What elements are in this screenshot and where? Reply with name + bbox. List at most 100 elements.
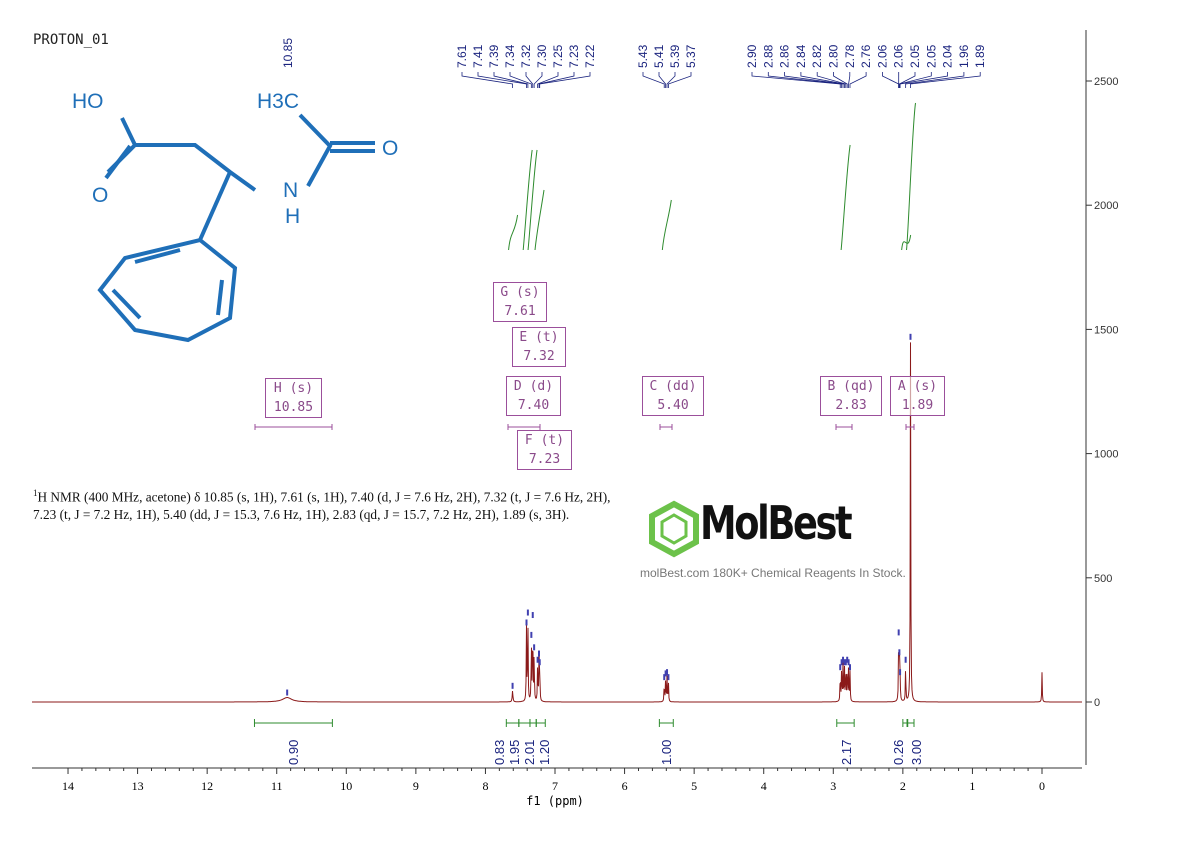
peak-label-connector xyxy=(849,72,867,88)
integral-value: 1.20 xyxy=(537,740,552,765)
integral-curve xyxy=(901,234,912,251)
x-tick-label: 2 xyxy=(900,779,906,793)
x-tick-label: 14 xyxy=(62,779,74,793)
y-tick-label: 1000 xyxy=(1094,449,1118,461)
spectrum-line xyxy=(32,342,1082,703)
peak-label: 1.96 xyxy=(957,44,971,68)
multiplet-box-D: D (d) 7.40 xyxy=(506,376,561,416)
peak-label-connector xyxy=(898,72,932,88)
peak-label-connector xyxy=(642,72,665,88)
integral-curve xyxy=(527,149,538,251)
x-tick-label: 13 xyxy=(132,779,144,793)
peak-label-connector xyxy=(493,72,529,88)
peak-label: 2.06 xyxy=(892,44,906,68)
peak-label-connector xyxy=(784,72,844,88)
multiplet-box-H: H (s) 10.85 xyxy=(265,378,322,418)
peak-label-connector xyxy=(537,72,559,88)
peak-label-connector xyxy=(539,72,591,88)
x-tick-label: 11 xyxy=(271,779,283,793)
atom-label: O xyxy=(92,184,108,207)
peak-label: 2.06 xyxy=(875,44,889,68)
atom-label: HO xyxy=(72,90,104,113)
peak-label-connector xyxy=(767,72,843,88)
peak-label: 7.25 xyxy=(551,44,565,68)
peak-label: 7.39 xyxy=(487,44,501,68)
integral-value: 0.90 xyxy=(286,740,301,765)
peak-label-connector xyxy=(525,72,534,88)
peak-label: 2.88 xyxy=(761,44,775,68)
x-tick-label: 8 xyxy=(482,779,488,793)
integral-curve xyxy=(840,144,851,251)
peak-label: 1.89 xyxy=(973,44,987,68)
peak-label-connector xyxy=(538,72,575,88)
integral-value: 0.83 xyxy=(492,740,507,765)
nmr-description: 1H NMR (400 MHz, acetone) δ 10.85 (s, 1H… xyxy=(33,488,611,523)
atom-label: N xyxy=(283,179,298,202)
integral-curve xyxy=(508,214,519,251)
peak-label: 2.05 xyxy=(908,44,922,68)
atom-label: H xyxy=(285,205,300,228)
peak-label: 7.23 xyxy=(567,44,581,68)
multiplet-box-B: B (qd) 2.83 xyxy=(820,376,882,416)
peak-label: 5.37 xyxy=(684,44,698,68)
peak-label: 7.30 xyxy=(535,44,549,68)
peak-label-connector xyxy=(848,72,851,88)
watermark-tagline: molBest.com 180K+ Chemical Reagents In S… xyxy=(640,566,906,580)
multiplet-box-A: A (s) 1.89 xyxy=(890,376,945,416)
peak-label-connector xyxy=(461,72,513,88)
peak-label-connector xyxy=(509,72,532,88)
x-tick-label: 3 xyxy=(830,779,836,793)
peak-label: 5.41 xyxy=(652,44,666,68)
integral-curve xyxy=(534,189,545,251)
chart-title: PROTON_01 xyxy=(33,32,109,48)
peak-label: 7.61 xyxy=(455,44,469,68)
integral-value: 1.95 xyxy=(507,740,522,765)
y-tick-label: 500 xyxy=(1094,573,1112,585)
peak-label: 2.86 xyxy=(778,44,792,68)
watermark-logo: MolBest xyxy=(700,496,853,550)
x-tick-label: 9 xyxy=(413,779,419,793)
x-tick-label: 4 xyxy=(761,779,767,793)
peak-label: 5.43 xyxy=(636,44,650,68)
peak-label-connector xyxy=(800,72,845,88)
peak-label: 7.22 xyxy=(583,44,597,68)
peak-label: 2.04 xyxy=(941,44,955,68)
peak-label: 2.05 xyxy=(924,44,938,68)
integral-curve xyxy=(906,102,917,251)
peak-label-connector xyxy=(899,72,948,88)
integral-value: 0.26 xyxy=(891,740,906,765)
peak-label-connector xyxy=(658,72,667,88)
peak-label-connector xyxy=(833,72,848,88)
atom-label: H3C xyxy=(257,90,299,113)
x-axis-label: f1 (ppm) xyxy=(526,794,584,808)
x-tick-label: 7 xyxy=(552,779,558,793)
peak-label: 2.84 xyxy=(794,44,808,68)
multiplet-box-C: C (dd) 5.40 xyxy=(642,376,704,416)
atom-label: O xyxy=(382,137,398,160)
multiplet-box-G: G (s) 7.61 xyxy=(493,282,547,322)
y-tick-label: 2000 xyxy=(1094,200,1118,212)
peak-label-connector xyxy=(910,72,981,88)
integral-curve xyxy=(661,199,672,251)
x-tick-label: 1 xyxy=(969,779,975,793)
y-tick-label: 2500 xyxy=(1094,76,1118,88)
peak-label: 2.78 xyxy=(843,44,857,68)
peak-label: 2.76 xyxy=(859,44,873,68)
integral-value: 1.00 xyxy=(659,740,674,765)
peak-label-connector xyxy=(533,72,543,88)
peak-label: 10.85 xyxy=(281,38,295,68)
peak-label: 7.32 xyxy=(519,44,533,68)
x-tick-label: 0 xyxy=(1039,779,1045,793)
multiplet-box-F: F (t) 7.23 xyxy=(517,430,572,470)
peak-label: 2.80 xyxy=(827,44,841,68)
x-tick-label: 12 xyxy=(201,779,213,793)
integral-value: 2.17 xyxy=(839,740,854,765)
integral-value: 2.01 xyxy=(522,740,537,765)
x-tick-label: 10 xyxy=(340,779,352,793)
molbest-logo-icon xyxy=(649,500,699,558)
peak-label: 7.41 xyxy=(471,44,485,68)
x-tick-label: 6 xyxy=(622,779,628,793)
